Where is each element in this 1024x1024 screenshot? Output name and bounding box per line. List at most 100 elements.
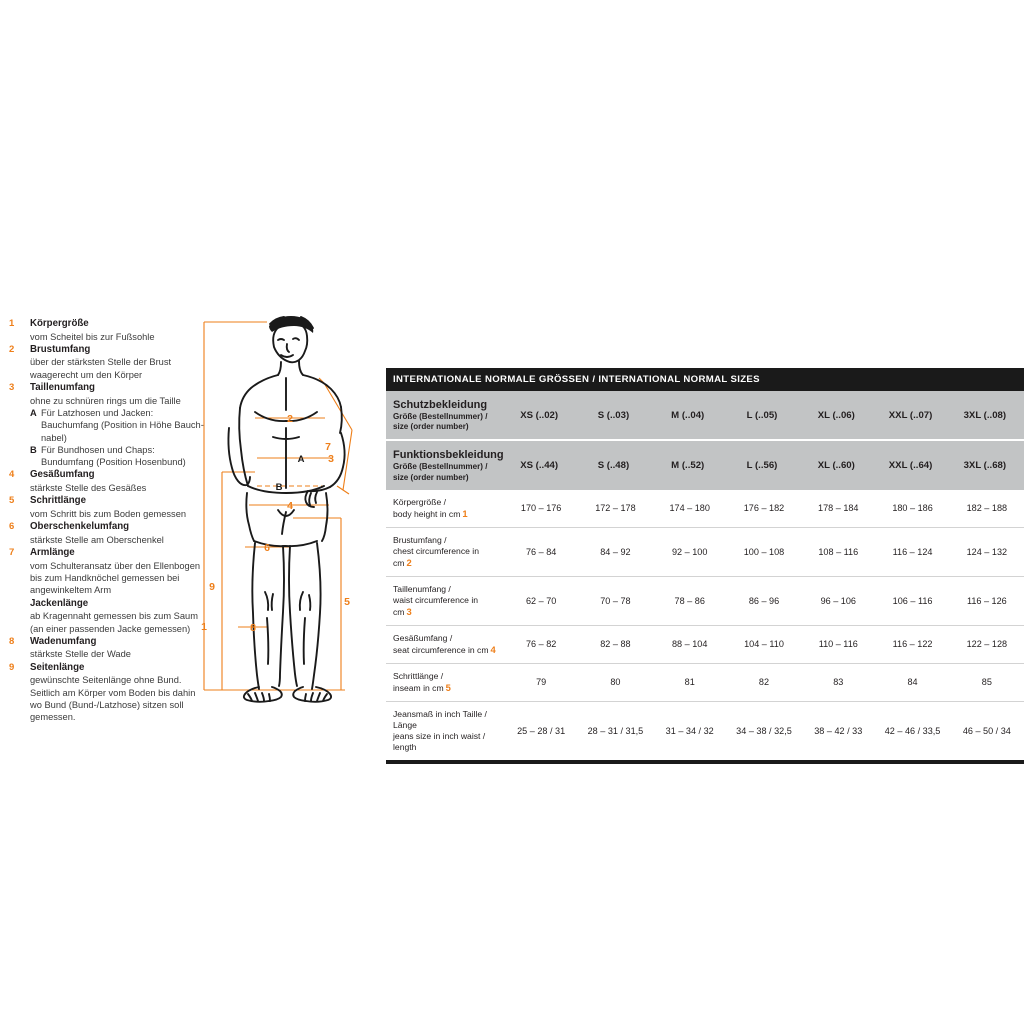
size-column-header: L (..56): [726, 439, 802, 490]
measurement-label: Schrittlänge / inseam in cm 5: [386, 662, 504, 702]
marker-3: 3: [328, 453, 334, 465]
measurement-value: 170 – 176: [504, 489, 579, 528]
size-code: XL (..06): [817, 409, 855, 421]
table-title-row: INTERNATIONALE NORMALE GRÖSSEN / INTERNA…: [386, 368, 1024, 391]
marker-1: 1: [201, 621, 207, 633]
legend-number: 4: [9, 469, 15, 481]
measurement-value: 84: [875, 662, 950, 702]
measurement-label-en: chest circumference in cm 2: [393, 546, 498, 569]
legend-entry: 3 Taillenumfang ohne zu schnüren rings um …: [8, 382, 213, 468]
legend-entry: 1 Körpergröße vom Scheitel bis zur Fußsohl…: [8, 318, 213, 343]
legend-number: 3: [9, 382, 15, 394]
measurement-value: 182 – 188: [949, 489, 1024, 528]
legend-number: 1: [9, 318, 15, 329]
legend-description-line: vom Schritt bis zum Boden gemessen: [30, 508, 187, 519]
legend-description-line: gewünschte Seitenlänge ohne Bund.: [30, 675, 182, 686]
group-header-label: Funktionsbekleidung Größe (Bestellnummer)…: [386, 439, 504, 490]
measurement-value: 79: [504, 662, 579, 702]
legend-entry: 7 Armlänge vom Schulteransatz über den Ell…: [8, 547, 213, 596]
measurement-label-en-text: body height in cm: [393, 508, 461, 519]
size-chart-table: INTERNATIONALE NORMALE GRÖSSEN / INTERNA…: [386, 368, 1024, 764]
legend-entry: Jackenlänge ab Kragennaht gemessen bis zu…: [8, 598, 213, 635]
measurement-value: 88 – 104: [652, 624, 727, 664]
legend-description-line: Seitlich am Körper vom Boden bis dahin: [30, 687, 196, 698]
measurement-value: 83: [801, 662, 876, 702]
size-column-header: M (..52): [652, 439, 727, 490]
marker-5: 5: [344, 596, 350, 608]
group-header-row: Funktionsbekleidung Größe (Bestellnummer)…: [386, 439, 1024, 490]
table-title: INTERNATIONALE NORMALE GRÖSSEN / INTERNA…: [386, 368, 1024, 391]
measurement-value: 110 – 116: [801, 624, 876, 664]
size-column-header: M (..04): [652, 391, 727, 441]
size-column-header: 3XL (..68): [949, 439, 1024, 490]
measurement-value: 176 – 182: [726, 489, 802, 528]
legend-description-line: vom Scheitel bis zur Fußsohle: [30, 331, 155, 342]
measurement-label-de: Gesäßumfang /: [393, 632, 453, 643]
measurement-label-de: Taillenumfang /: [393, 583, 451, 594]
legend-entry: 5 Schrittlänge vom Schritt bis zum Boden g…: [8, 495, 213, 520]
measurement-label: Brustumfang / chest circumference in cm 2: [386, 526, 504, 577]
measurement-label-de: Schrittlänge /: [393, 670, 444, 681]
measurement-label-en-text: chest circumference in cm: [393, 545, 479, 568]
legend-subitem-line: A Für Latzhosen und Jacken:: [30, 407, 213, 419]
size-code: M (..52): [671, 460, 705, 472]
legend-entry: 6 Oberschenkelumfang stärkste Stelle am Ob…: [8, 521, 213, 546]
size-code: XXL (..07): [888, 409, 933, 421]
table-row: Brustumfang / chest circumference in cm 2 7…: [386, 526, 1024, 577]
legend-term: Seitenlänge: [30, 661, 85, 673]
measurement-label-en: jeans size in inch waist / length: [393, 731, 498, 753]
measurement-value: 31 – 34 / 32: [652, 700, 727, 760]
measurement-value: 80: [578, 662, 653, 702]
size-column-header: L (..05): [726, 391, 802, 441]
marker-A: A: [298, 454, 305, 465]
measurement-value: 178 – 184: [801, 489, 876, 528]
measurement-label-en: seat circumference in cm 4: [393, 644, 498, 656]
legend-subitem-text: Für Latzhosen und Jacken:: [41, 407, 154, 418]
size-code: S (..03): [597, 409, 630, 421]
group-header-row: Schutzbekleidung Größe (Bestellnummer) / s…: [386, 391, 1024, 441]
measurement-ref-number: 5: [445, 681, 451, 693]
measurement-ref-number: 4: [490, 643, 496, 655]
group-title: Funktionsbekleidung: [393, 449, 504, 462]
marker-letters: A B: [276, 454, 305, 493]
marker-9: 9: [209, 581, 215, 593]
measurement-value: 46 – 50 / 34: [949, 700, 1024, 760]
measurement-value: 82 – 88: [578, 624, 653, 664]
legend-term: Gesäßumfang: [30, 469, 95, 481]
measurement-label-en-text: waist circumference in cm: [393, 594, 479, 617]
legend-subitem-line: B Für Bundhosen und Chaps:: [30, 444, 213, 456]
measurement-value: 78 – 86: [652, 575, 727, 626]
size-code: M (..04): [671, 409, 705, 421]
size-column-header: XXL (..07): [875, 391, 950, 441]
size-code: XS (..44): [520, 460, 559, 472]
legend-term: Armlänge: [30, 547, 75, 559]
measurement-value: 116 – 126: [949, 575, 1024, 626]
measurement-value: 34 – 38 / 32,5: [726, 700, 802, 760]
legend-term: Wadenumfang: [30, 635, 97, 647]
legend-description-line: vom Schulteransatz über den Ellenbogen: [30, 560, 201, 571]
size-column-header: S (..03): [578, 391, 653, 441]
group-title: Schutzbekleidung: [393, 399, 488, 411]
measurement-value: 42 – 46 / 33,5: [875, 700, 950, 760]
measurement-label-de: Jeansmaß in inch Taille / Länge: [393, 708, 487, 730]
size-code: 3XL (..08): [963, 409, 1007, 421]
table-row: Jeansmaß in inch Taille / Länge jeans siz…: [386, 700, 1024, 760]
measurement-value: 122 – 128: [949, 624, 1024, 664]
table-bottom-rule: [386, 759, 1024, 764]
size-code: L (..05): [746, 409, 778, 421]
size-column-header: XS (..02): [504, 391, 579, 441]
measurement-label-de: Körpergröße /: [393, 496, 447, 507]
measurement-value: 70 – 78: [578, 575, 653, 626]
legend-entry: 9 Seitenlänge gewünschte Seitenlänge ohne …: [8, 662, 213, 724]
legend-number: 5: [9, 495, 15, 507]
size-column-header: S (..48): [578, 439, 653, 490]
measurement-label-de: Brustumfang /: [393, 534, 447, 545]
size-code: XL (..60): [817, 460, 855, 472]
legend-term: Jackenlänge: [30, 597, 89, 609]
measurement-value: 100 – 108: [726, 526, 802, 577]
legend-subitem-text: Bundumfang (Position Hosenbund): [41, 457, 186, 468]
measurement-value: 76 – 82: [504, 624, 579, 664]
marker-6: 6: [264, 542, 270, 554]
body-outline: [227, 316, 346, 703]
marker-2: 2: [287, 413, 293, 425]
